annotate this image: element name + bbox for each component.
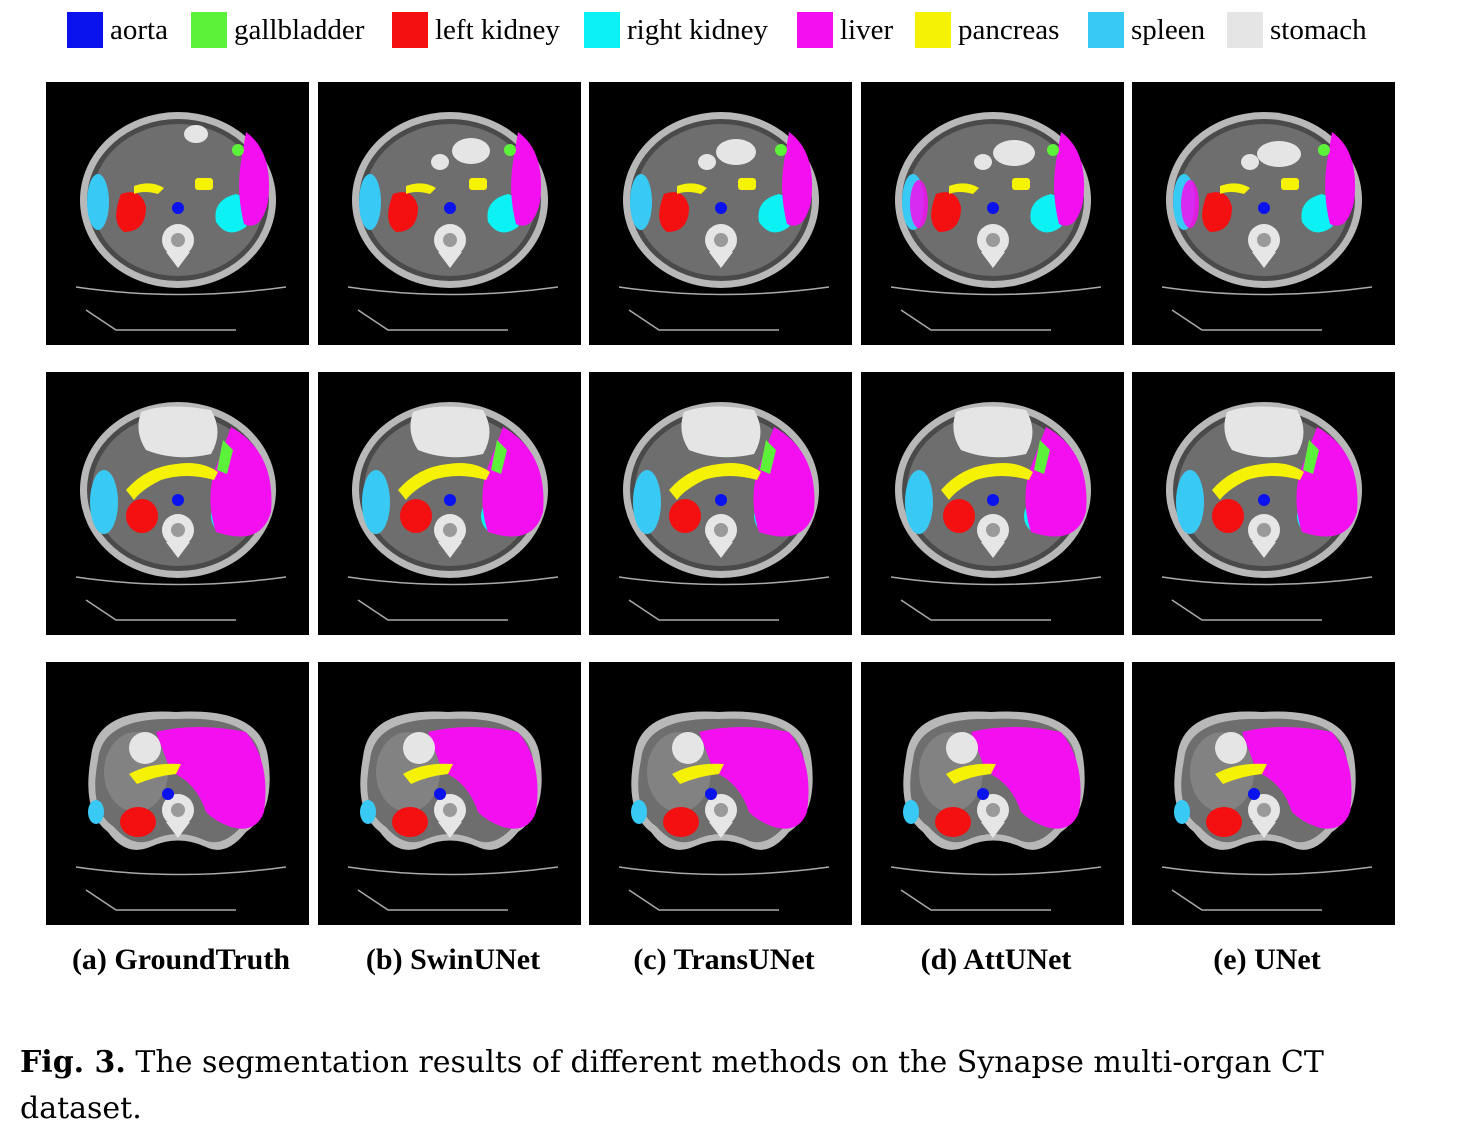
- ct-slice-image: [890, 711, 1102, 911]
- color-legend: aorta gallbladder left kidney right kidn…: [0, 10, 1458, 54]
- ct-slice-image: [75, 112, 287, 331]
- legend-swatch-aorta: [67, 12, 103, 48]
- ct-slice-image: [1161, 711, 1373, 911]
- column-label-attunet: (d) AttUNet: [920, 943, 1072, 976]
- ct-panel-row1-agroundtruth: [46, 82, 309, 345]
- legend-item-stomach: stomach: [1227, 10, 1367, 50]
- legend-label: pancreas: [958, 14, 1060, 46]
- legend-label: right kidney: [627, 14, 768, 46]
- ct-panel-row2-eunet: [1132, 372, 1395, 635]
- ct-slice-image: [75, 402, 287, 621]
- legend-swatch-pancreas: [915, 12, 951, 48]
- column-label-unet: (e) UNet: [1213, 943, 1321, 976]
- legend-item-liver: liver: [797, 10, 893, 50]
- column-label-swinunet: (b) SwinUNet: [365, 943, 541, 976]
- ct-panel-row2-ctransunet: [589, 372, 852, 635]
- legend-label: gallbladder: [234, 14, 365, 46]
- legend-label: spleen: [1131, 14, 1206, 46]
- legend-item-spleen: spleen: [1088, 10, 1205, 50]
- ct-panel-row2-agroundtruth: [46, 372, 309, 635]
- ct-panel-row1-bswinunet: [318, 82, 581, 345]
- figure-caption: Fig. 3. The segmentation results of diff…: [20, 1040, 1440, 1132]
- ct-panel-row1-eunet: [1132, 82, 1395, 345]
- legend-item-aorta: aorta: [67, 10, 168, 50]
- ct-slice-image: [618, 402, 830, 621]
- legend-item-pancreas: pancreas: [915, 10, 1059, 50]
- ct-panel-row3-agroundtruth: [46, 662, 309, 925]
- column-label-transunet: (c) TransUNet: [633, 943, 815, 976]
- legend-swatch-left-kidney: [392, 12, 428, 48]
- ct-slice-image: [1161, 402, 1373, 621]
- legend-swatch-right-kidney: [584, 12, 620, 48]
- ct-panel-row3-bswinunet: [318, 662, 581, 925]
- ct-slice-image: [347, 711, 559, 911]
- ct-slice-image: [1161, 112, 1373, 331]
- ct-panel-row2-bswinunet: [318, 372, 581, 635]
- segmentation-grid: [46, 82, 1395, 925]
- ct-panel-row2-dattunet: [861, 372, 1124, 635]
- legend-swatch-liver: [797, 12, 833, 48]
- ct-slice-image: [890, 112, 1102, 331]
- legend-label: left kidney: [435, 14, 560, 46]
- figure-number: Fig. 3.: [20, 1045, 126, 1080]
- legend-label: stomach: [1270, 14, 1367, 46]
- legend-item-right-kidney: right kidney: [584, 10, 768, 50]
- ct-slice-image: [75, 711, 287, 911]
- column-label-groundtruth: (a) GroundTruth: [71, 943, 291, 976]
- ct-slice-image: [347, 402, 559, 621]
- ct-slice-image: [618, 711, 830, 911]
- ct-panel-row3-dattunet: [861, 662, 1124, 925]
- legend-swatch-gallbladder: [191, 12, 227, 48]
- legend-swatch-stomach: [1227, 12, 1263, 48]
- legend-swatch-spleen: [1088, 12, 1124, 48]
- ct-panel-row1-ctransunet: [589, 82, 852, 345]
- ct-panel-row1-dattunet: [861, 82, 1124, 345]
- legend-label: aorta: [110, 14, 168, 46]
- ct-panel-row3-eunet: [1132, 662, 1395, 925]
- ct-slice-image: [347, 112, 559, 331]
- legend-item-left-kidney: left kidney: [392, 10, 560, 50]
- legend-item-gallbladder: gallbladder: [191, 10, 364, 50]
- ct-slice-image: [618, 112, 830, 331]
- legend-label: liver: [840, 14, 894, 46]
- ct-panel-row3-ctransunet: [589, 662, 852, 925]
- figure-caption-text: The segmentation results of different me…: [20, 1045, 1324, 1126]
- ct-slice-image: [890, 402, 1102, 621]
